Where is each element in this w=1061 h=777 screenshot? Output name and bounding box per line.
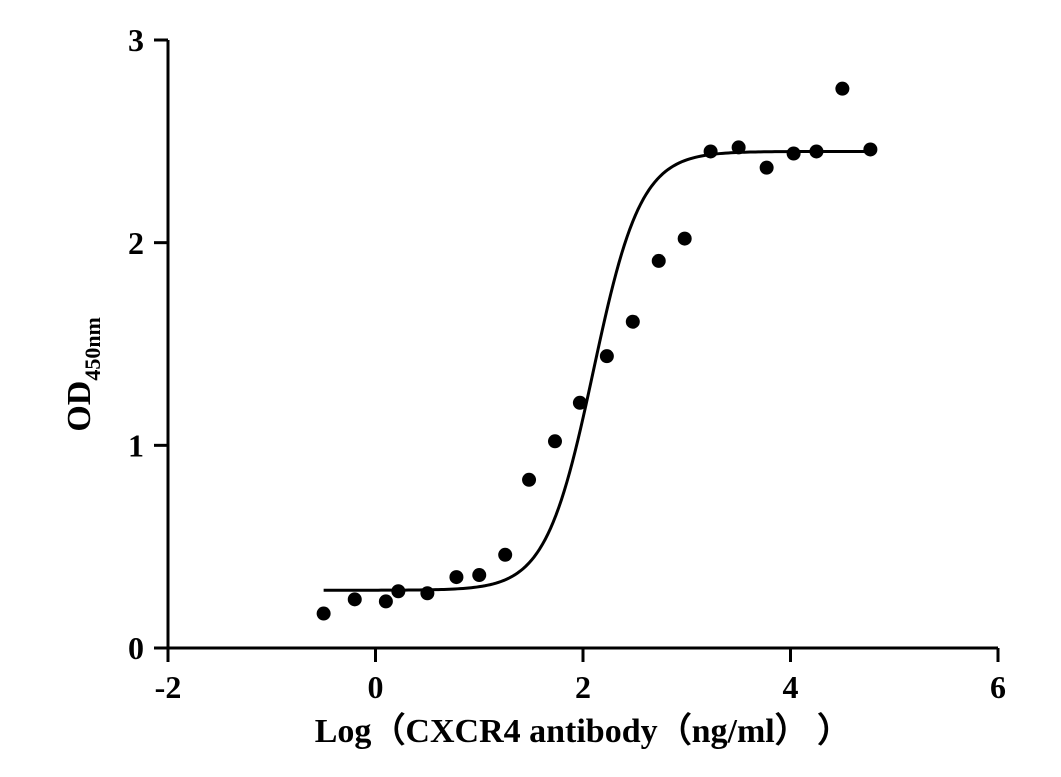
y-axis-title: OD450nm [61, 317, 105, 432]
data-point [522, 473, 536, 487]
y-tick-label: 2 [128, 225, 144, 261]
data-point [626, 315, 640, 329]
data-point [863, 142, 877, 156]
data-point [732, 140, 746, 154]
data-point [678, 232, 692, 246]
x-tick-label: 6 [990, 669, 1006, 705]
y-tick-label: 1 [128, 428, 144, 464]
chart-container: -2 0 2 4 6 0 1 2 3 OD450nm Log（CXCR4 antibody（ng/m… [0, 0, 1061, 777]
data-point [787, 146, 801, 160]
y-tick-label: 0 [128, 630, 144, 666]
data-point [472, 568, 486, 582]
data-point [600, 349, 614, 363]
data-point [449, 570, 463, 584]
data-point [835, 82, 849, 96]
data-point [420, 586, 434, 600]
data-point [391, 584, 405, 598]
data-point [379, 594, 393, 608]
data-point [348, 592, 362, 606]
data-point [317, 607, 331, 621]
data-point [704, 144, 718, 158]
data-point [760, 161, 774, 175]
y-tick-label: 3 [128, 22, 144, 58]
x-axis-title: Log（CXCR4 antibody（ng/ml） ） [315, 711, 852, 750]
dose-response-chart: -2 0 2 4 6 0 1 2 3 OD450nm Log（CXCR4 antibody（ng/m… [0, 0, 1061, 777]
x-tick-label: -2 [155, 669, 182, 705]
x-tick-label: 4 [783, 669, 799, 705]
data-point [573, 396, 587, 410]
x-tick-label: 2 [575, 669, 591, 705]
data-point [498, 548, 512, 562]
data-point [548, 434, 562, 448]
data-point [809, 144, 823, 158]
x-tick-label: 0 [368, 669, 384, 705]
fit-curve [324, 151, 871, 590]
data-point [652, 254, 666, 268]
axes [168, 40, 998, 648]
